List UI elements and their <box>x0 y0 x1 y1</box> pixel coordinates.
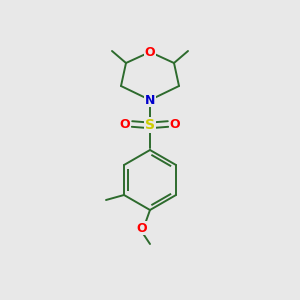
Text: O: O <box>120 118 130 130</box>
Text: O: O <box>170 118 180 130</box>
Text: O: O <box>137 221 147 235</box>
Text: S: S <box>145 118 155 132</box>
Text: O: O <box>145 46 155 59</box>
Text: N: N <box>145 94 155 106</box>
